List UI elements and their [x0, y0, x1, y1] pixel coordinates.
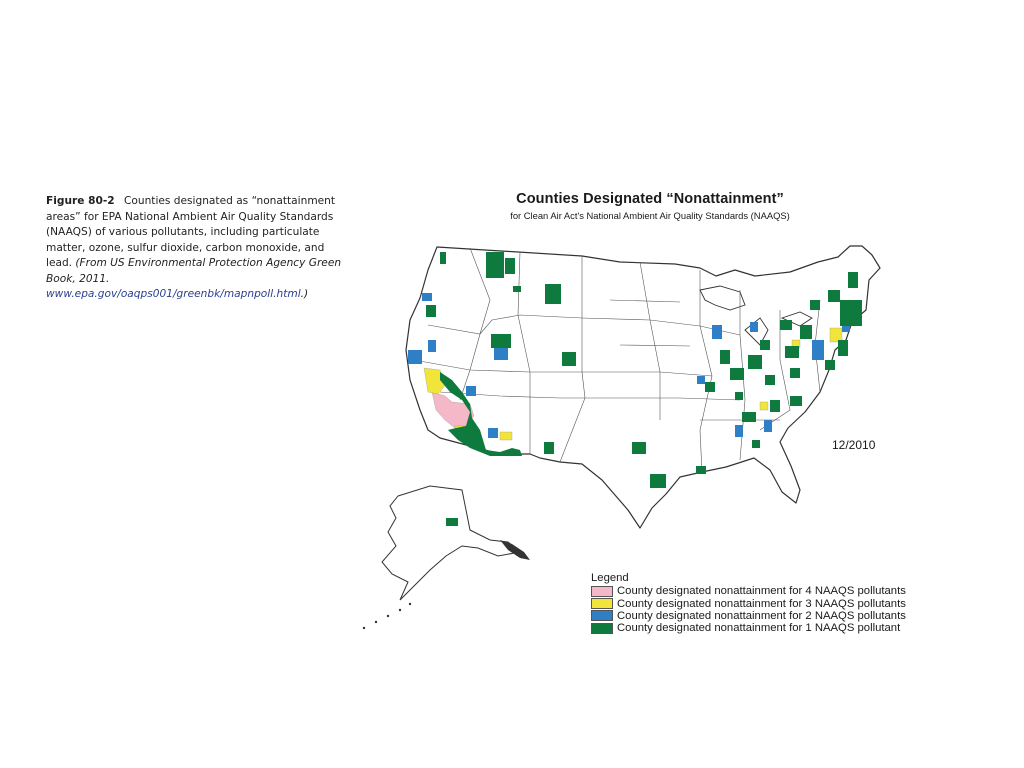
caption-text: Counties designated as “nonattainment ar… — [46, 195, 336, 269]
legend-item-1-pollutant: County designated nonattainment for 1 NA… — [591, 622, 906, 634]
legend-swatch — [591, 610, 613, 622]
caption-source: (From US Environmental Protection Agency… — [46, 257, 342, 285]
counties-2-pollutants — [408, 268, 850, 438]
map-legend: Legend County designated nonattainment f… — [591, 572, 906, 635]
contiguous-us-outline — [405, 245, 881, 529]
figure-caption: Figure 80-2 Counties designated as “nona… — [46, 194, 346, 303]
alaska-panhandle-islands — [500, 540, 530, 560]
legend-item-4-pollutants: County designated nonattainment for 4 NA… — [591, 585, 906, 597]
legend-label: County designated nonattainment for 3 NA… — [617, 597, 906, 610]
legend-item-2-pollutants: County designated nonattainment for 2 NA… — [591, 610, 906, 622]
alaska-outline — [381, 485, 522, 601]
counties-1-pollutant — [426, 252, 862, 488]
legend-swatch — [591, 585, 613, 597]
legend-title: Legend — [591, 572, 629, 584]
caption-url: www.epa.gov/oaqps001/greenbk/mapnpoll.ht… — [46, 288, 301, 300]
state-boundaries — [413, 247, 821, 473]
legend-swatch — [591, 622, 613, 634]
figure-label: Figure 80-2 — [46, 195, 115, 207]
map-subtitle: for Clean Air Act's National Ambient Air… — [510, 210, 790, 221]
aleutian-islands — [362, 602, 412, 630]
map-title: Counties Designated “Nonattainment” — [516, 191, 784, 207]
legend-item-3-pollutants: County designated nonattainment for 3 NA… — [591, 597, 906, 610]
map-date: 12/2010 — [832, 438, 876, 452]
legend-label: County designated nonattainment for 4 NA… — [617, 585, 906, 598]
legend-label: County designated nonattainment for 1 NA… — [617, 622, 901, 635]
legend-label: County designated nonattainment for 2 NA… — [617, 609, 906, 622]
county-alaska-1pollutant — [446, 518, 458, 526]
legend-swatch — [591, 598, 613, 610]
caption-url-tail: .) — [300, 288, 309, 300]
